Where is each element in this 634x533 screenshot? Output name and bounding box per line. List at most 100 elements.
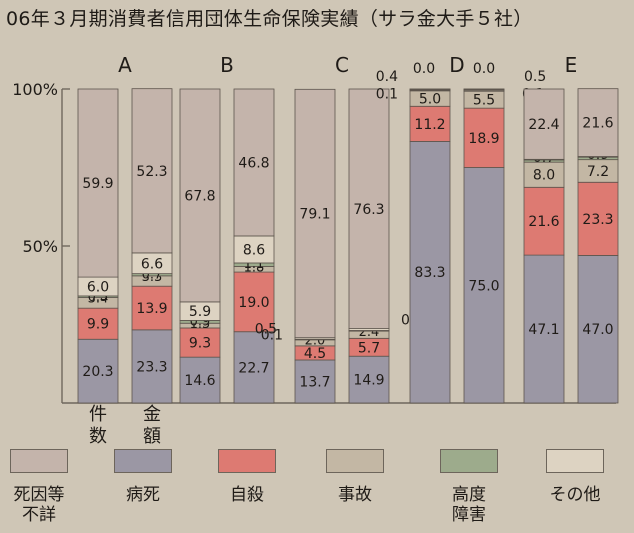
bar-value-label-0-4: 6.0 xyxy=(87,280,109,296)
bar-segment-7-0 xyxy=(463,167,505,404)
bar-segment-5-5 xyxy=(348,88,390,329)
bar-value-label-0-5: 59.9 xyxy=(82,176,113,192)
bar-value-label-3-5: 46.8 xyxy=(238,155,269,171)
bar-value-label-6-1: 11.2 xyxy=(414,117,445,133)
bar-value-label-7-4: 0.5 xyxy=(524,69,546,85)
bar-segment-1-5 xyxy=(131,88,173,254)
bar-value-label-4-5: 79.1 xyxy=(299,207,330,223)
legend-swatch-4 xyxy=(440,449,498,473)
legend-swatch-1 xyxy=(114,449,172,473)
bar-segment-3-0 xyxy=(233,331,275,404)
legend-item-5: その他 xyxy=(546,445,634,533)
bar-value-label-3-0: 22.7 xyxy=(238,360,269,376)
group-label-D: D xyxy=(449,53,464,77)
group-label-C: C xyxy=(335,53,349,77)
bar-value-label-8-0: 47.1 xyxy=(528,322,559,338)
bar-value-label-7-5: 0.0 xyxy=(473,61,495,77)
bar-value-label-2-5: 67.8 xyxy=(184,188,215,204)
bar-segment-8-0 xyxy=(523,254,565,404)
bar-value-label-6-4: 0.4 xyxy=(376,69,398,85)
bar-value-label-6-5: 0.0 xyxy=(413,61,435,77)
legend-label-2: 自殺 xyxy=(230,485,264,505)
bar-value-label-9-0: 47.0 xyxy=(582,322,613,338)
legend: 死因等 不詳 病死 自殺 事故 高度 障害 その他 xyxy=(0,445,634,533)
bar-value-label-5-1: 5.7 xyxy=(358,340,380,356)
bar-value-label-3-4: 8.6 xyxy=(243,242,265,258)
bar-segment-2-1 xyxy=(179,327,221,358)
legend-item-4: 高度 障害 xyxy=(440,445,550,533)
bar-value-label-4-4: 0.5 xyxy=(255,322,277,338)
group-label-E: E xyxy=(565,53,578,77)
legend-swatch-3 xyxy=(326,449,384,473)
bar-value-label-3-1: 19.0 xyxy=(238,295,269,311)
legend-label-5: その他 xyxy=(549,485,601,505)
bar-value-label-8-5: 22.4 xyxy=(528,117,559,133)
bar-segment-3-5 xyxy=(233,88,275,237)
bar-axis-label-1-1: 額 xyxy=(143,426,161,445)
chart-title: 06年３月期消費者信用団体生命保険実績（サラ金大手５社） xyxy=(6,8,533,30)
bar-value-label-0-1: 9.9 xyxy=(87,317,109,333)
bar-segment-2-0 xyxy=(179,356,221,404)
legend-item-0: 死因等 不詳 xyxy=(10,445,120,533)
bar-value-label-8-2: 8.0 xyxy=(533,168,555,184)
bar-segment-0-5 xyxy=(77,88,119,278)
bar-value-label-1-4: 6.6 xyxy=(141,256,163,272)
stacked-bar-chart: 100%50%A B C D E20.39.93.40.56.059.923.313.9… xyxy=(12,53,619,445)
bar-value-label-2-4: 5.9 xyxy=(189,304,211,320)
bar-segment-8-1 xyxy=(523,186,565,256)
bar-segment-9-0 xyxy=(577,255,619,404)
bar-axis-label-0-1: 数 xyxy=(89,426,107,445)
bar-value-label-9-2: 7.2 xyxy=(587,164,609,180)
bar-segment-3-4 xyxy=(233,235,275,264)
bar-value-label-1-5: 52.3 xyxy=(136,164,167,180)
legend-swatch-2 xyxy=(218,449,276,473)
y-tick-label-50: 50% xyxy=(22,237,58,256)
bar-value-label-6-2: 5.0 xyxy=(419,91,441,107)
bar-segment-7-1 xyxy=(463,107,505,168)
bar-value-label-6-0: 83.3 xyxy=(414,265,445,281)
legend-swatch-5 xyxy=(546,449,604,473)
bar-value-label-8-1: 21.6 xyxy=(528,214,559,230)
legend-label-1: 病死 xyxy=(126,485,160,505)
legend-label-3: 事故 xyxy=(338,485,372,505)
bar-value-label-6-3: 0.1 xyxy=(376,86,398,102)
bar-value-label-7-1: 18.9 xyxy=(468,131,499,147)
bar-value-label-9-5: 21.6 xyxy=(582,116,613,132)
bar-segment-6-1 xyxy=(409,105,451,142)
bar-value-label-7-0: 75.0 xyxy=(468,278,499,294)
bar-value-label-4-0: 13.7 xyxy=(299,374,330,390)
bar-segment-8-5 xyxy=(523,88,565,160)
bar-value-label-4-1: 4.5 xyxy=(304,346,326,362)
bar-value-label-0-0: 20.3 xyxy=(82,364,113,380)
bar-value-label-7-2: 5.5 xyxy=(473,93,495,109)
legend-label-0: 死因等 不詳 xyxy=(13,485,65,525)
bar-axis-label-0-0: 件 xyxy=(89,404,107,425)
group-label-A: A xyxy=(118,53,132,77)
group-label-B: B xyxy=(220,53,234,77)
bar-value-label-2-1: 9.3 xyxy=(189,336,211,352)
legend-item-3: 事故 xyxy=(326,445,436,533)
legend-item-2: 自殺 xyxy=(218,445,328,533)
bar-value-label-4-3: 0.1 xyxy=(261,327,283,343)
bar-value-label-9-1: 23.3 xyxy=(582,212,613,228)
bar-segment-6-0 xyxy=(409,141,451,404)
bar-value-label-1-0: 23.3 xyxy=(136,359,167,375)
bar-value-label-5-5: 76.3 xyxy=(353,202,384,218)
bar-segment-3-1 xyxy=(233,271,275,333)
legend-swatch-0 xyxy=(10,449,68,473)
bar-segment-0-0 xyxy=(77,338,119,404)
bar-value-label-5-0: 14.9 xyxy=(353,373,384,389)
legend-item-1: 病死 xyxy=(114,445,224,533)
bar-segment-8-2 xyxy=(523,161,565,188)
bar-segment-1-0 xyxy=(131,329,173,404)
bar-segment-2-5 xyxy=(179,88,221,303)
legend-label-4: 高度 障害 xyxy=(452,485,486,525)
bar-segment-9-5 xyxy=(577,88,619,157)
bar-axis-label-1-0: 金 xyxy=(143,404,161,425)
y-tick-label-100: 100% xyxy=(12,80,58,99)
bar-value-label-2-0: 14.6 xyxy=(184,373,215,389)
bar-value-label-1-1: 13.9 xyxy=(136,301,167,317)
bar-segment-7-5 xyxy=(463,88,505,91)
bar-segment-4-5 xyxy=(294,88,336,339)
